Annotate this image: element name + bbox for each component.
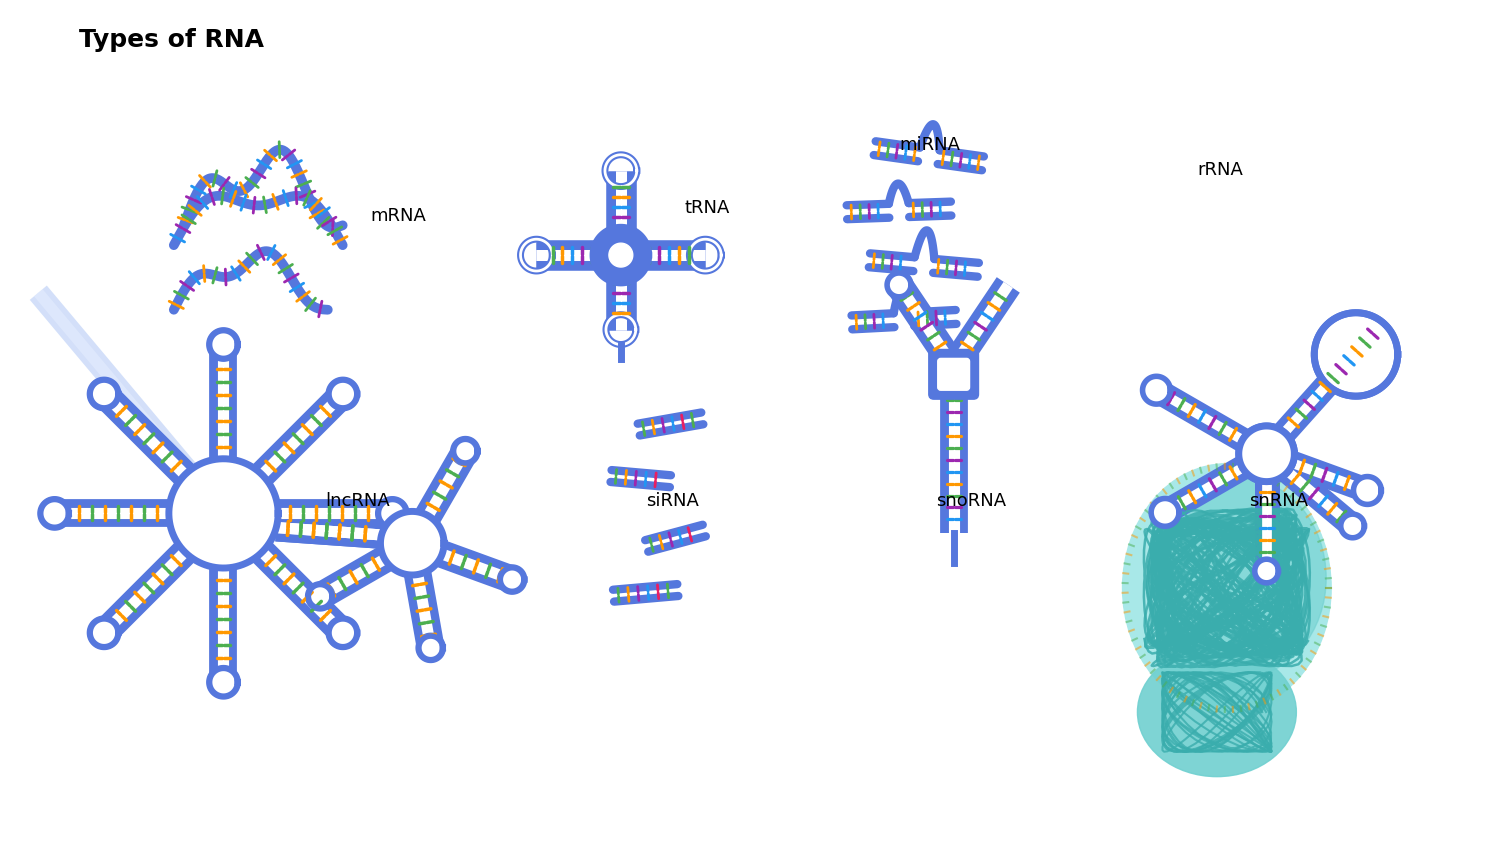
Text: mRNA: mRNA [370,207,426,225]
Ellipse shape [1158,479,1326,677]
Polygon shape [453,440,477,463]
Ellipse shape [1122,463,1330,712]
Polygon shape [1353,477,1382,505]
Polygon shape [1239,426,1294,482]
Ellipse shape [1137,647,1296,776]
Polygon shape [609,243,633,267]
Polygon shape [501,568,524,592]
Polygon shape [170,459,278,568]
Polygon shape [90,380,118,408]
Polygon shape [1314,313,1398,396]
Text: Types of RNA: Types of RNA [80,28,264,52]
FancyBboxPatch shape [938,359,969,390]
Polygon shape [1341,514,1365,538]
Polygon shape [210,331,237,359]
Polygon shape [40,500,69,528]
Text: snRNA: snRNA [1250,492,1308,510]
Polygon shape [328,619,357,647]
Polygon shape [1143,376,1170,404]
Polygon shape [328,380,357,408]
Polygon shape [419,636,442,660]
Text: tRNA: tRNA [684,198,730,217]
Polygon shape [378,500,406,528]
Polygon shape [381,511,444,575]
Polygon shape [1150,499,1179,527]
Text: miRNA: miRNA [898,136,960,154]
Text: rRNA: rRNA [1197,161,1243,179]
Polygon shape [1239,426,1294,482]
Polygon shape [210,668,237,696]
Text: snoRNA: snoRNA [936,492,1006,510]
Polygon shape [886,273,910,297]
FancyBboxPatch shape [928,349,978,399]
Polygon shape [592,227,648,283]
Polygon shape [90,619,118,647]
Polygon shape [309,585,332,609]
Text: lncRNA: lncRNA [326,492,390,510]
Text: siRNA: siRNA [645,492,699,510]
Polygon shape [1256,560,1278,583]
